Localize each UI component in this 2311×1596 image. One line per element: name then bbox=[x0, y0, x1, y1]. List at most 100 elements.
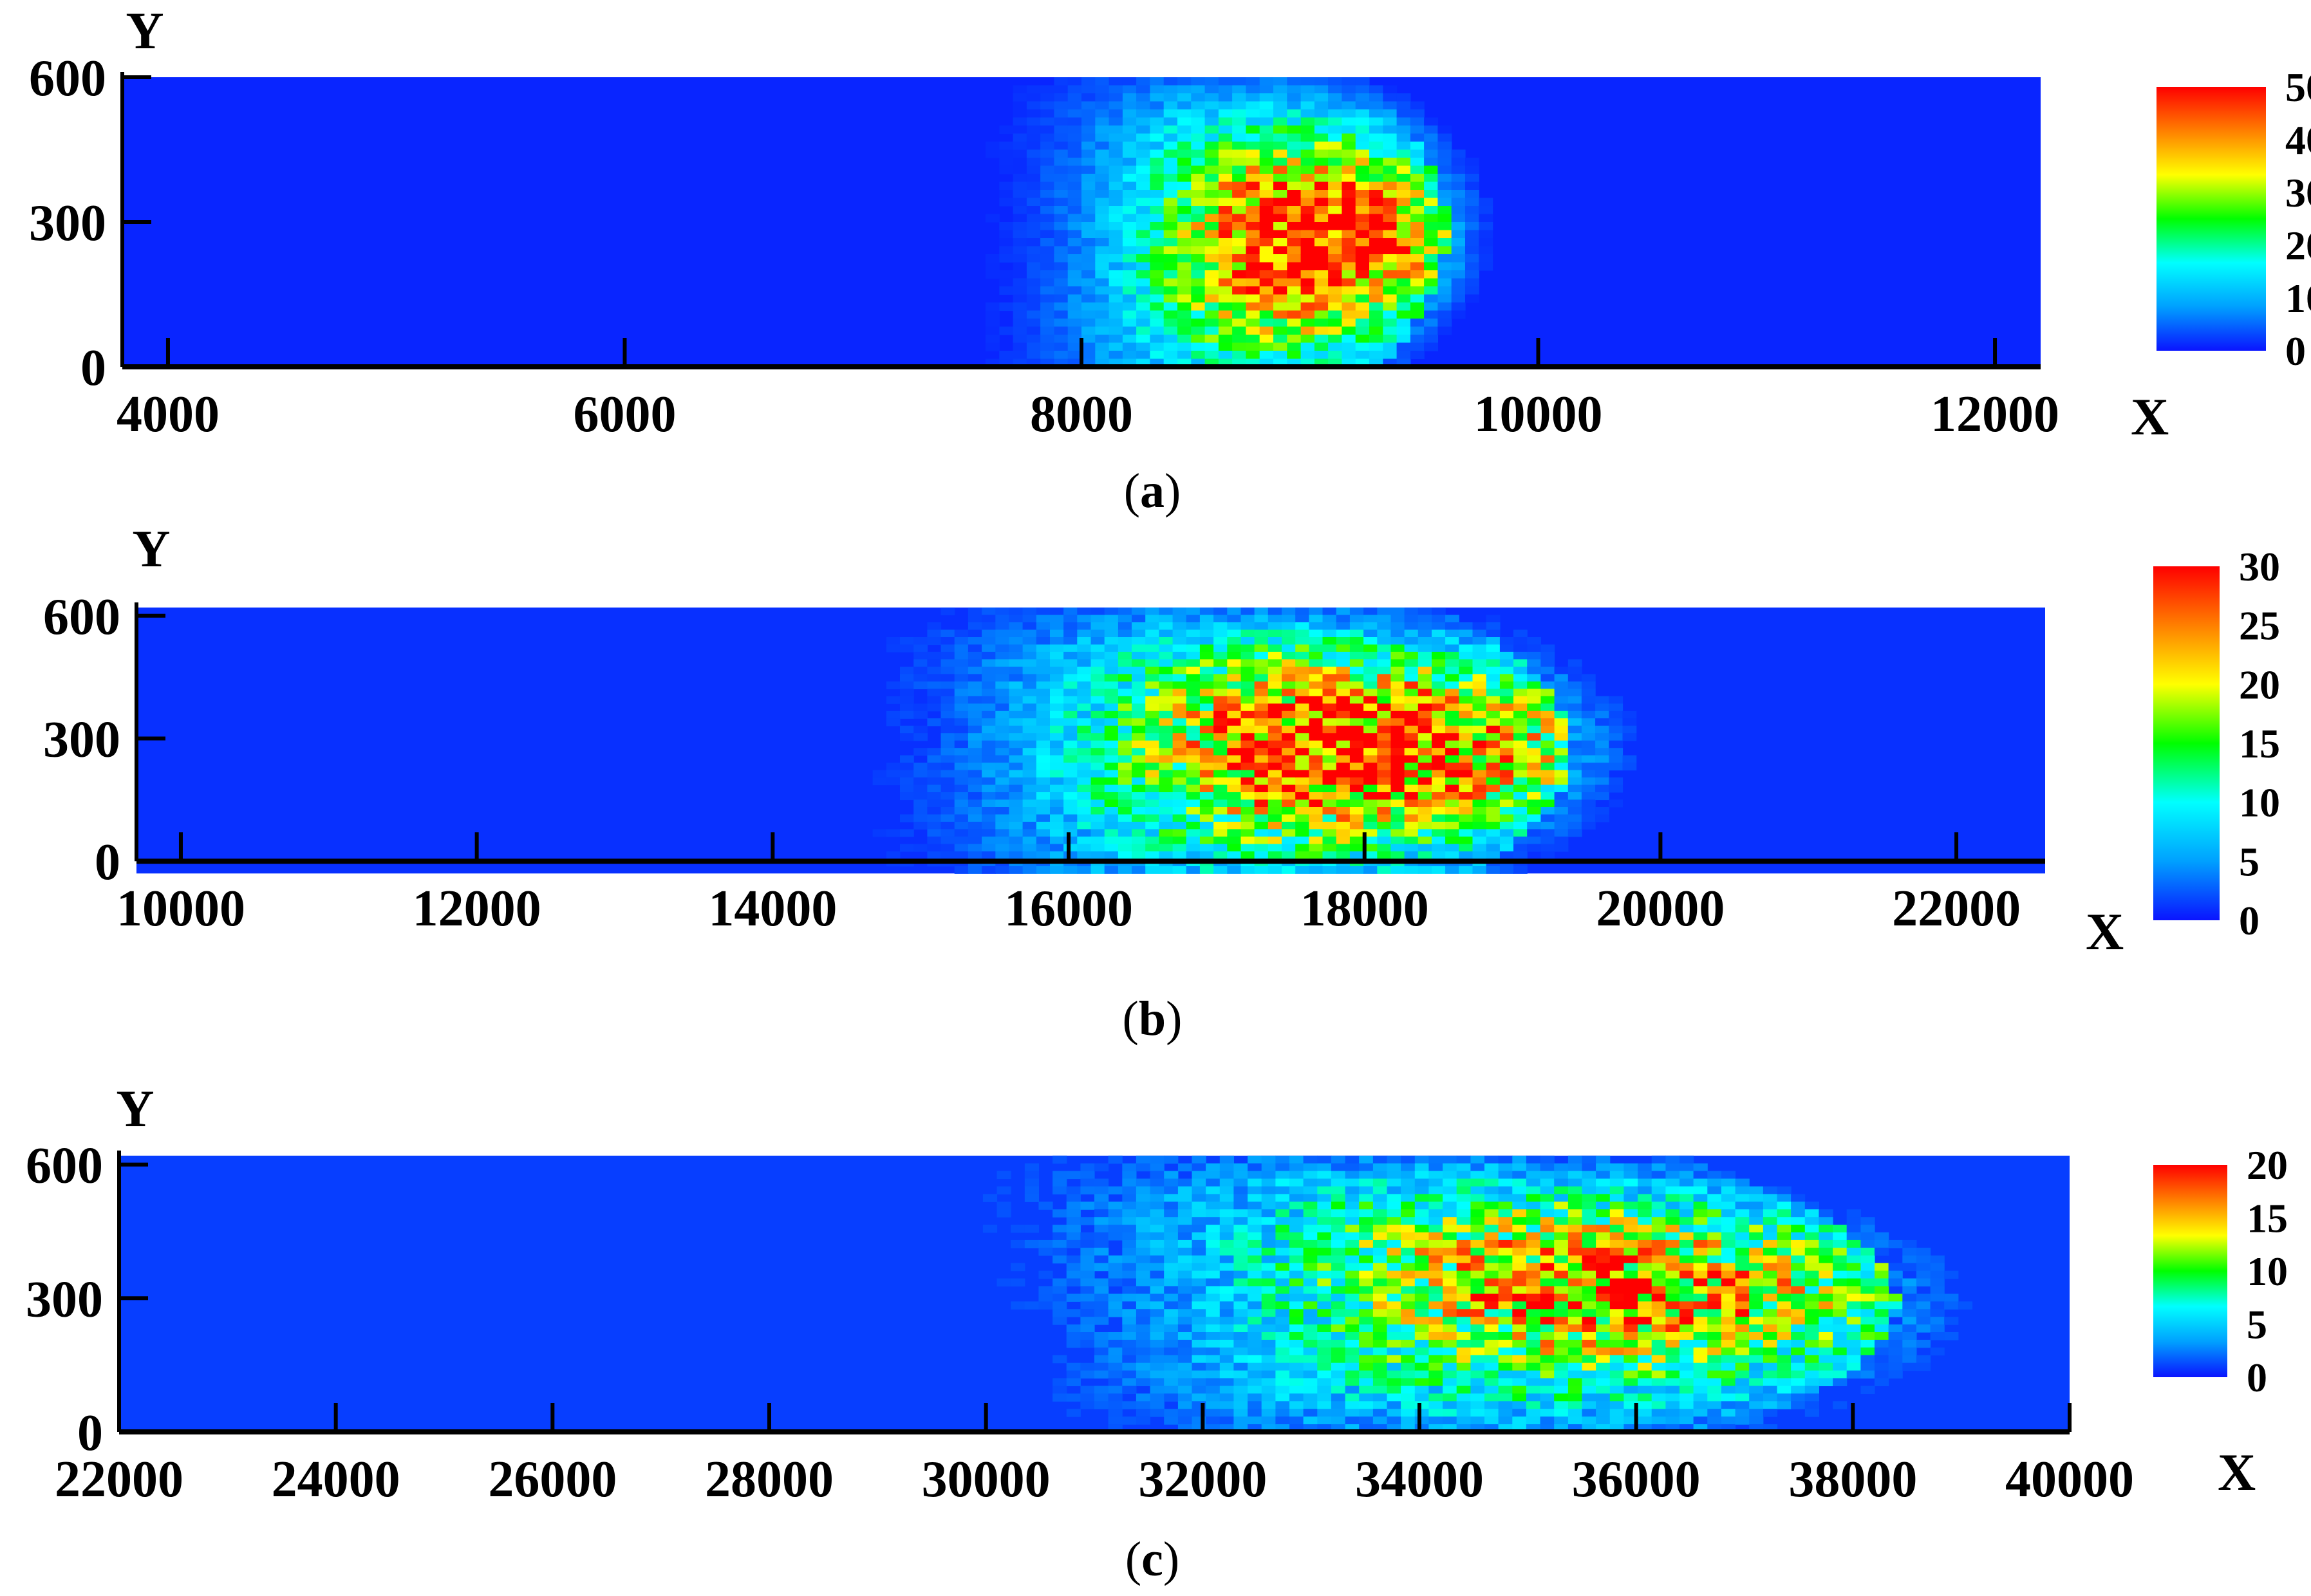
heatmap-cell bbox=[1095, 190, 1110, 199]
heatmap-cell bbox=[1819, 1278, 1833, 1286]
heatmap-cell bbox=[1261, 1194, 1276, 1202]
heatmap-cell bbox=[1192, 1217, 1206, 1225]
heatmap-cell bbox=[1273, 294, 1287, 303]
heatmap-cell bbox=[1372, 1386, 1388, 1394]
heatmap-cell bbox=[913, 637, 928, 645]
heatmap-cell bbox=[1081, 246, 1096, 255]
heatmap-cell bbox=[1554, 740, 1569, 748]
heatmap-cell bbox=[1172, 622, 1187, 631]
heatmap-cell bbox=[927, 659, 942, 667]
heatmap-cell bbox=[913, 674, 928, 682]
heatmap-cell bbox=[1437, 230, 1452, 239]
heatmap-cell bbox=[1136, 1362, 1151, 1371]
heatmap-cell bbox=[1248, 1263, 1262, 1272]
heatmap-cell bbox=[1095, 158, 1110, 167]
heatmap-cell bbox=[1289, 1347, 1304, 1356]
heatmap-cell bbox=[1132, 644, 1146, 653]
heatmap-cell bbox=[968, 666, 982, 674]
heatmap-cell bbox=[886, 829, 901, 837]
heatmap-cell bbox=[1026, 149, 1041, 158]
heatmap-cell bbox=[1513, 866, 1528, 874]
heatmap-cell bbox=[1273, 93, 1287, 102]
heatmap-cell bbox=[1355, 181, 1370, 190]
heatmap-cell bbox=[1122, 1186, 1137, 1194]
heatmap-cell bbox=[1095, 335, 1110, 344]
heatmap-cell bbox=[1707, 1171, 1722, 1180]
heatmap-cell bbox=[1410, 310, 1425, 319]
heatmap-cell bbox=[1026, 326, 1041, 335]
heatmap-cell bbox=[1567, 1309, 1583, 1317]
heatmap-cell bbox=[1040, 302, 1054, 311]
heatmap-cell bbox=[1218, 109, 1233, 118]
heatmap-cell bbox=[1345, 1309, 1360, 1317]
heatmap-cell bbox=[1136, 125, 1150, 135]
heatmap-cell bbox=[1355, 342, 1370, 351]
heatmap-cell bbox=[1498, 1286, 1513, 1294]
heatmap-cell bbox=[1336, 689, 1351, 697]
heatmap-cell bbox=[1287, 125, 1302, 135]
x-tick-label: 10000 bbox=[117, 880, 245, 937]
heatmap-cell bbox=[1314, 101, 1329, 110]
heatmap-cell bbox=[900, 703, 914, 712]
heatmap-cell bbox=[1287, 158, 1302, 167]
heatmap-cell bbox=[1275, 1401, 1290, 1409]
heatmap-cell bbox=[1401, 1278, 1416, 1286]
heatmap-cell bbox=[1387, 1202, 1401, 1210]
heatmap-cell bbox=[1232, 286, 1246, 295]
heatmap-cell bbox=[1240, 659, 1255, 667]
heatmap-cell bbox=[1763, 1370, 1778, 1379]
heatmap-cell bbox=[1512, 1309, 1527, 1317]
heatmap-cell bbox=[1443, 1378, 1457, 1386]
heatmap-cell bbox=[1219, 1386, 1234, 1394]
heatmap-cell bbox=[1369, 310, 1383, 319]
heatmap-cell bbox=[1240, 651, 1255, 660]
heatmap-cell bbox=[996, 1171, 1011, 1180]
heatmap-cell bbox=[1159, 792, 1174, 801]
heatmap-cell bbox=[1314, 125, 1329, 135]
heatmap-cell bbox=[1063, 629, 1078, 638]
heatmap-cell bbox=[1404, 763, 1419, 771]
heatmap-cell bbox=[968, 629, 982, 638]
heatmap-cell bbox=[1303, 1278, 1318, 1286]
heatmap-cell bbox=[1232, 278, 1246, 287]
heatmap-cell bbox=[1359, 1186, 1374, 1194]
heatmap-cell bbox=[1192, 1378, 1206, 1386]
heatmap-cell bbox=[1582, 1232, 1596, 1241]
heatmap-cell bbox=[1445, 689, 1459, 697]
heatmap-cell bbox=[1036, 608, 1051, 616]
heatmap-cell bbox=[1363, 637, 1378, 645]
heatmap-cell bbox=[1540, 674, 1555, 682]
heatmap-cell bbox=[1289, 1301, 1304, 1310]
heatmap-cell bbox=[1145, 770, 1159, 778]
heatmap-cell bbox=[1164, 1286, 1179, 1294]
heatmap-cell bbox=[1417, 763, 1432, 771]
heatmap-cell bbox=[1022, 622, 1037, 631]
heatmap-cell bbox=[1136, 1339, 1151, 1348]
heatmap-cell bbox=[1233, 1202, 1248, 1210]
heatmap-cell bbox=[1159, 821, 1174, 830]
heatmap-cell bbox=[1191, 174, 1206, 183]
heatmap-cell bbox=[1499, 718, 1514, 727]
heatmap-cell bbox=[1484, 1255, 1499, 1264]
heatmap-cell bbox=[1484, 1232, 1499, 1241]
heatmap-cell bbox=[1414, 1247, 1429, 1256]
heatmap-cell bbox=[1414, 1362, 1429, 1371]
heatmap-cell bbox=[1484, 1301, 1499, 1310]
heatmap-cell bbox=[1136, 294, 1150, 303]
heatmap-cell bbox=[1240, 622, 1255, 631]
heatmap-cell bbox=[1040, 158, 1054, 167]
heatmap-cell bbox=[1470, 1194, 1485, 1202]
heatmap-cell bbox=[1665, 1217, 1680, 1225]
heatmap-cell bbox=[1596, 1239, 1611, 1248]
heatmap-cell bbox=[1679, 1339, 1694, 1348]
heatmap-cell bbox=[1410, 302, 1425, 311]
heatmap-cell bbox=[1499, 814, 1514, 822]
heatmap-cell bbox=[1261, 1347, 1276, 1356]
heatmap-cell bbox=[1295, 718, 1309, 727]
heatmap-cell bbox=[1309, 799, 1324, 808]
heatmap-cell bbox=[1526, 1278, 1541, 1286]
heatmap-cell bbox=[1428, 1416, 1443, 1425]
heatmap-cell bbox=[1609, 1317, 1624, 1325]
heatmap-cell bbox=[1199, 674, 1214, 682]
heatmap-cell bbox=[1554, 821, 1569, 830]
